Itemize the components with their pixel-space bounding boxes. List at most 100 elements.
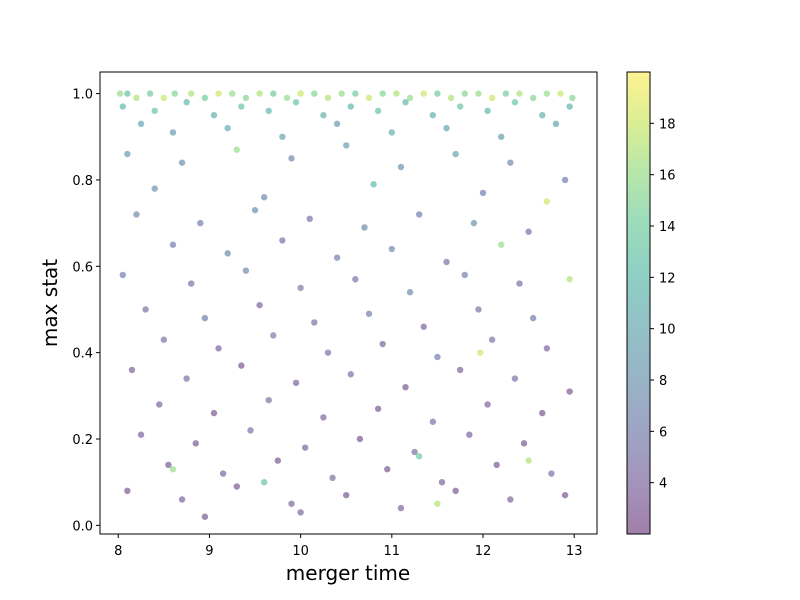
scatter-point bbox=[566, 388, 573, 395]
scatter-point bbox=[256, 301, 263, 309]
colorbar bbox=[626, 71, 651, 535]
scatter-point bbox=[374, 405, 382, 412]
y-tick-label: 0.2 bbox=[72, 433, 93, 448]
scatter-point bbox=[197, 219, 204, 227]
scatter-point bbox=[183, 375, 190, 382]
scatter-points bbox=[116, 90, 576, 520]
scatter-point bbox=[274, 457, 282, 464]
scatter-point bbox=[233, 146, 240, 153]
scatter-point bbox=[434, 90, 441, 97]
scatter-point bbox=[151, 107, 158, 115]
scatter-point bbox=[288, 500, 295, 507]
scatter-point bbox=[238, 103, 245, 110]
x-tick-label: 12 bbox=[475, 544, 492, 559]
scatter-point bbox=[233, 483, 240, 490]
scatter-point bbox=[352, 90, 359, 97]
scatter-point bbox=[124, 150, 131, 158]
scatter-point bbox=[470, 219, 478, 227]
scatter-point bbox=[169, 241, 177, 248]
scatter-point bbox=[379, 340, 386, 348]
scatter-point bbox=[397, 163, 405, 171]
scatter-point bbox=[484, 401, 491, 408]
scatter-point bbox=[224, 124, 231, 132]
scatter-point bbox=[402, 99, 409, 106]
scatter-point bbox=[384, 466, 391, 473]
scatter-point bbox=[119, 271, 126, 279]
scatter-point bbox=[415, 453, 423, 460]
scatter-point bbox=[443, 124, 450, 132]
scatter-point bbox=[338, 90, 345, 97]
scatter-point bbox=[324, 94, 332, 102]
scatter-point bbox=[270, 332, 277, 339]
scatter-point bbox=[169, 466, 177, 473]
scatter-point bbox=[192, 440, 199, 447]
scatter-point bbox=[116, 90, 124, 97]
scatter-point bbox=[306, 215, 313, 223]
scatter-point bbox=[343, 142, 350, 149]
x-tick-label: 8 bbox=[114, 544, 122, 559]
scatter-point bbox=[169, 129, 177, 136]
scatter-point bbox=[434, 500, 441, 507]
scatter-point bbox=[320, 111, 327, 119]
scatter-point bbox=[420, 90, 427, 97]
scatter-point bbox=[566, 103, 573, 110]
scatter-point bbox=[283, 94, 291, 102]
scatter-point bbox=[124, 487, 131, 495]
scatter-point bbox=[429, 111, 437, 119]
scatter-point bbox=[292, 379, 300, 387]
scatter-point bbox=[165, 461, 172, 469]
scatter-point bbox=[406, 94, 414, 102]
colorbar-tick-label: 10 bbox=[659, 323, 676, 338]
scatter-point bbox=[569, 94, 576, 102]
scatter-point bbox=[543, 345, 551, 352]
scatter-point bbox=[297, 90, 304, 97]
scatter-point bbox=[511, 99, 519, 106]
scatter-point bbox=[128, 366, 136, 374]
scatter-point bbox=[347, 103, 354, 110]
scatter-point bbox=[301, 444, 309, 451]
x-tick-label: 10 bbox=[292, 544, 309, 559]
scatter-point bbox=[124, 90, 131, 97]
scatter-point bbox=[374, 107, 382, 115]
scatter-point bbox=[411, 448, 418, 456]
colorbar-tick-label: 4 bbox=[659, 477, 667, 492]
y-tick-label: 0.6 bbox=[72, 260, 93, 275]
scatter-point bbox=[119, 103, 126, 110]
scatter-point bbox=[543, 90, 551, 97]
scatter-point bbox=[434, 353, 441, 361]
scatter-point bbox=[539, 111, 546, 119]
scatter-point bbox=[279, 133, 286, 140]
scatter-point bbox=[525, 457, 532, 464]
scatter-point bbox=[352, 276, 359, 283]
scatter-point bbox=[242, 267, 250, 274]
y-axis-label: max stat bbox=[38, 259, 62, 347]
scatter-point bbox=[133, 94, 140, 102]
colorbar-ticks: 4 6 8 10 12 14 16 18 bbox=[650, 117, 676, 492]
scatter-point bbox=[343, 491, 350, 499]
scatter-point bbox=[461, 90, 468, 97]
scatter-point bbox=[242, 94, 250, 102]
scatter-point bbox=[160, 94, 168, 102]
scatter-point bbox=[260, 478, 268, 486]
scatter-point bbox=[529, 314, 537, 322]
scatter-point bbox=[525, 228, 532, 235]
scatter-point bbox=[420, 323, 427, 330]
scatter-point bbox=[347, 371, 354, 378]
colorbar-tick-label: 16 bbox=[659, 169, 676, 184]
scatter-point bbox=[447, 94, 455, 102]
x-axis-ticks: 8 9 10 11 12 13 bbox=[114, 534, 582, 559]
scatter-point bbox=[151, 185, 158, 192]
scatter-point bbox=[265, 396, 272, 404]
scatter-point bbox=[210, 111, 218, 119]
y-tick-label: 0.4 bbox=[72, 347, 93, 362]
scatter-point bbox=[260, 194, 268, 201]
scatter-point bbox=[251, 206, 259, 214]
scatter-point bbox=[270, 90, 277, 97]
scatter-point bbox=[187, 280, 195, 287]
scatter-point bbox=[461, 271, 468, 279]
scatter-point bbox=[438, 478, 446, 486]
scatter-point bbox=[484, 107, 491, 115]
scatter-point bbox=[297, 509, 304, 516]
scatter-point bbox=[178, 496, 186, 503]
